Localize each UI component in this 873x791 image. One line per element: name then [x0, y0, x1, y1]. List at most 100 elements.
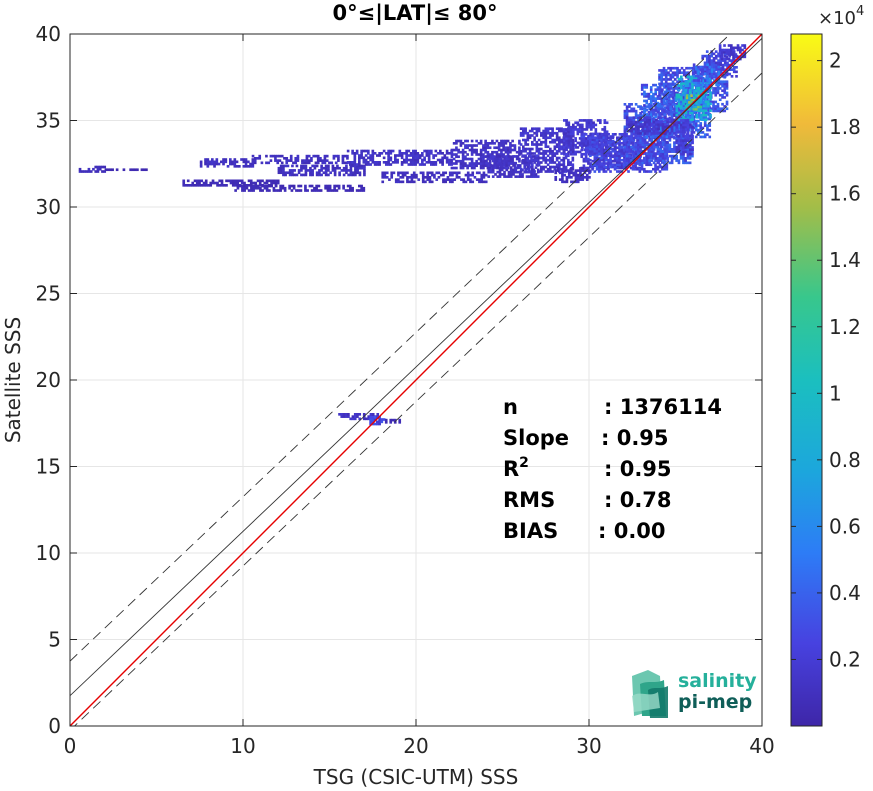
- density-cell: [567, 130, 571, 134]
- density-cell: [206, 162, 210, 166]
- density-cell: [616, 156, 619, 160]
- density-cell: [430, 149, 433, 153]
- density-cell: [691, 128, 694, 131]
- density-cell: [709, 116, 712, 119]
- density-cell: [381, 173, 385, 177]
- density-cell: [567, 169, 571, 172]
- density-cell: [603, 130, 607, 134]
- density-cell: [471, 180, 475, 184]
- density-cell: [694, 124, 698, 127]
- density-cell: [326, 189, 330, 192]
- density-cell: [533, 127, 536, 131]
- density-cell: [558, 171, 562, 175]
- density-cell: [571, 145, 575, 149]
- density-cell: [645, 113, 649, 116]
- density-cell: [673, 148, 676, 151]
- density-cell: [565, 143, 568, 147]
- density-cell: [524, 167, 527, 171]
- density-cell: [567, 154, 570, 158]
- density-cell: [549, 147, 552, 151]
- density-cell: [466, 178, 470, 181]
- density-cell: [691, 80, 694, 83]
- density-cell: [723, 89, 727, 93]
- density-cell: [491, 155, 495, 158]
- density-cell: [482, 146, 485, 150]
- density-cell: [645, 95, 649, 98]
- density-cell: [706, 76, 709, 80]
- density-cell: [662, 93, 666, 97]
- density-cell: [634, 142, 637, 145]
- density-cell: [405, 161, 408, 164]
- density-cell: [656, 149, 660, 153]
- density-cell: [243, 181, 246, 185]
- density-cell: [584, 153, 588, 156]
- density-cell: [649, 104, 653, 107]
- density-cell: [625, 136, 629, 140]
- density-cell: [686, 146, 690, 149]
- density-cell: [641, 136, 645, 140]
- density-cell: [502, 155, 505, 159]
- density-cell: [652, 127, 656, 131]
- density-cell: [716, 109, 720, 113]
- density-cell: [581, 123, 584, 127]
- density-cell: [317, 184, 321, 188]
- density-cell: [695, 101, 698, 104]
- density-cell: [627, 156, 630, 160]
- density-cell: [616, 158, 619, 162]
- density-cell: [634, 150, 638, 153]
- density-cell: [682, 86, 685, 90]
- density-cell: [416, 154, 420, 157]
- density-cell: [394, 161, 397, 164]
- density-cell: [390, 173, 394, 177]
- density-cell: [572, 141, 575, 145]
- density-cell: [280, 154, 284, 158]
- density-cell: [638, 170, 642, 173]
- density-cell: [732, 48, 735, 52]
- density-cell: [542, 158, 545, 162]
- density-cell: [401, 173, 405, 177]
- density-cell: [668, 150, 672, 153]
- density-cell: [333, 166, 337, 170]
- density-cell: [708, 63, 711, 67]
- density-cell: [512, 164, 515, 167]
- density-cell: [686, 100, 690, 103]
- density-cell: [220, 179, 224, 183]
- density-cell: [603, 119, 607, 122]
- density-cell: [710, 72, 714, 76]
- density-cell: [434, 161, 438, 164]
- density-cell: [513, 146, 517, 150]
- density-cell: [643, 86, 646, 89]
- density-cell: [282, 169, 285, 172]
- density-cell: [604, 136, 608, 140]
- density-cell: [500, 157, 503, 161]
- density-cell: [426, 171, 430, 175]
- density-cell: [686, 125, 690, 129]
- density-cell: [565, 152, 568, 156]
- density-cell: [688, 101, 691, 104]
- density-cell: [236, 186, 240, 190]
- density-cell: [672, 126, 676, 130]
- density-cell: [452, 148, 456, 152]
- density-cell: [704, 118, 708, 121]
- density-cell: [649, 95, 653, 98]
- density-cell: [570, 180, 573, 184]
- density-cell: [211, 181, 215, 185]
- density-cell: [648, 116, 651, 119]
- density-cell: [643, 152, 646, 155]
- density-cell: [646, 123, 649, 126]
- density-cell: [672, 128, 676, 132]
- density-cell: [589, 149, 592, 153]
- density-cell: [433, 173, 436, 177]
- density-cell: [637, 143, 640, 147]
- density-cell: [569, 140, 572, 144]
- density-cell: [674, 99, 678, 103]
- density-cell: [238, 184, 242, 187]
- density-cell: [691, 139, 694, 143]
- density-cell: [613, 140, 617, 144]
- density-cell: [202, 184, 206, 187]
- density-cell: [652, 143, 656, 147]
- density-cell: [292, 184, 296, 188]
- density-cell: [695, 109, 699, 112]
- density-cell: [593, 163, 597, 167]
- density-cell: [433, 176, 436, 179]
